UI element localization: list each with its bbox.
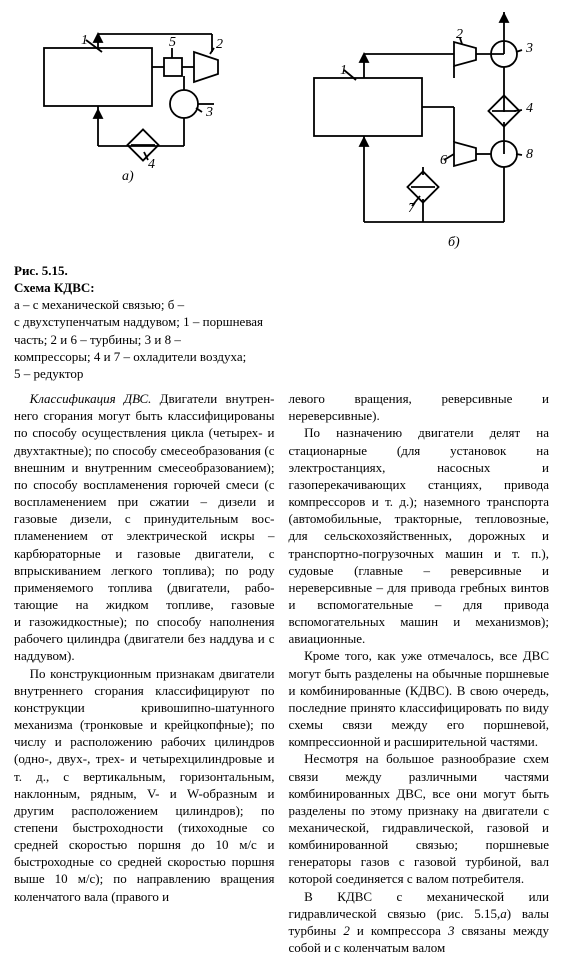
fig-a-label-2: 2 (216, 37, 223, 52)
para: В КДВС с механической или гидравлической… (289, 888, 550, 956)
para: По конструкционным признакам двигатели в… (14, 665, 275, 905)
caption-line: а – с механической связью; б – (14, 296, 270, 313)
right-column: левого вращения, реверсивные и нереверси… (289, 390, 550, 956)
figure-caption: Рис. 5.15. Схема КДВС: а – с механическо… (14, 262, 270, 382)
figures-5-15: 1 5 2 3 4 а) (14, 12, 549, 260)
fig-b-label-3: 3 (525, 41, 533, 56)
para: По назначению двигатели делят на стацион… (289, 424, 550, 647)
left-column: Классификация ДВС. Двигатели внут­рен­не… (14, 390, 275, 956)
fig-b-label-8: 8 (526, 147, 533, 162)
caption-line: 5 – редуктор (14, 365, 270, 382)
fig-b-caption: б) (448, 235, 460, 250)
para: Кроме того, как уже отмечалось, все ДВС … (289, 647, 550, 750)
para: Несмотря на большое разнообразие схем св… (289, 750, 550, 887)
text: Двигатели внут­рен­него сгорания могут б… (14, 391, 275, 663)
caption-title: Схема КДВС: (14, 280, 95, 295)
caption-line: с двухступенчатым наддувом; 1 – поршнева… (14, 313, 270, 330)
fig-a-label-4: 4 (148, 157, 155, 172)
caption-line: компрессоры; 4 и 7 – охладители воздуха; (14, 348, 270, 365)
fig-a-label-5: 5 (169, 35, 176, 50)
para: левого вращения, реверсивные и нереверси… (289, 390, 550, 424)
fig-b-label-2: 2 (456, 27, 463, 42)
fig-b-label-6: 6 (440, 153, 447, 168)
caption-ris: Рис. 5.15. (14, 263, 68, 278)
fig-b-label-4: 4 (526, 101, 533, 116)
fig-a-label-3: 3 (205, 105, 213, 120)
para: Классификация ДВС. Двигатели внут­рен­не… (14, 390, 275, 665)
caption-line: часть; 2 и 6 – турбины; 3 и 8 – (14, 331, 270, 348)
fig-a-caption: а) (122, 169, 134, 184)
